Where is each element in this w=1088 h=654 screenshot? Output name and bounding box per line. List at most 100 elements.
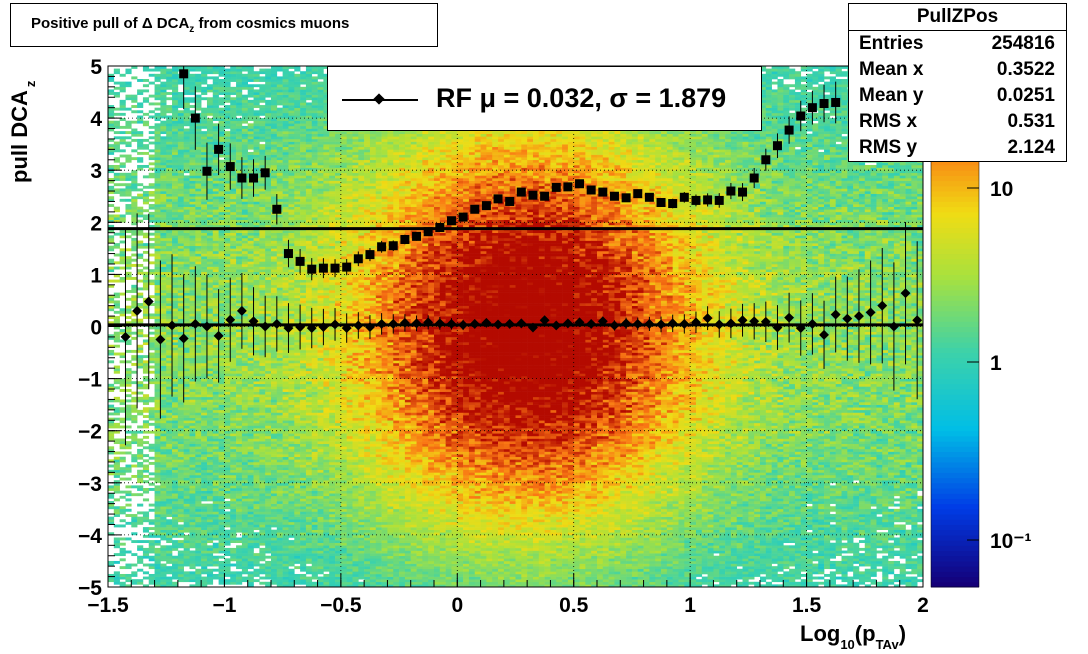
heatmap-cell	[259, 352, 266, 356]
heatmap-cell	[271, 482, 278, 486]
heatmap-cell	[172, 365, 179, 369]
heatmap-cell	[224, 84, 231, 88]
heatmap-cell	[166, 407, 173, 411]
heatmap-cell	[259, 339, 266, 343]
heatmap-cell	[276, 352, 283, 356]
heatmap-cell	[119, 446, 126, 450]
heatmap-cell	[241, 198, 249, 202]
heatmap-cell	[259, 310, 266, 314]
heatmap-cell	[119, 581, 126, 585]
heatmap-cell	[276, 360, 283, 364]
heatmap-cell	[230, 490, 237, 494]
heatmap-cell	[119, 81, 126, 85]
heatmap-cell	[183, 404, 190, 408]
heatmap-cell	[201, 451, 208, 455]
heatmap-cell	[137, 118, 144, 121]
heatmap-cell	[236, 81, 243, 85]
heatmap-cell	[276, 282, 283, 286]
heatmap-cell	[218, 430, 225, 434]
heatmap-cell	[183, 185, 190, 189]
heatmap-cell	[265, 219, 272, 223]
heatmap-cell	[236, 467, 243, 471]
heatmap-cell	[183, 138, 190, 142]
heatmap-cell	[259, 469, 266, 473]
heatmap-cell	[224, 300, 231, 304]
heatmap-cell	[271, 454, 278, 458]
heatmap-cell	[154, 178, 161, 181]
heatmap-cell	[166, 164, 173, 168]
heatmap-cell	[218, 579, 225, 583]
heatmap-cell	[108, 79, 115, 82]
heatmap-cell	[230, 66, 237, 69]
heatmap-cell	[131, 206, 138, 210]
heatmap-cell	[218, 178, 225, 181]
heatmap-cell	[195, 537, 202, 541]
heatmap-cell	[230, 123, 237, 127]
heatmap-cell	[253, 138, 260, 142]
heatmap-cell	[131, 128, 138, 132]
heatmap-cell	[148, 355, 155, 359]
heatmap-cell	[253, 183, 260, 187]
heatmap-cell	[247, 480, 254, 484]
heatmap-cell	[160, 508, 167, 512]
heatmap-cell	[241, 209, 249, 213]
heatmap-cell	[241, 542, 249, 546]
heatmap-cell	[160, 451, 167, 455]
heatmap-cell	[183, 407, 190, 411]
heatmap-cell	[206, 180, 214, 184]
heatmap-cell	[253, 73, 260, 77]
heatmap-cell	[259, 357, 266, 361]
heatmap-cell	[224, 540, 231, 544]
heatmap-cell	[166, 391, 173, 395]
heatmap-cell	[218, 274, 225, 278]
heatmap-cell	[247, 545, 254, 549]
heatmap-cell	[241, 282, 249, 286]
heatmap-cell	[253, 136, 260, 140]
heatmap-cell	[183, 214, 190, 218]
heatmap-cell	[212, 284, 219, 288]
heatmap-cell	[236, 214, 243, 218]
heatmap-cell	[212, 480, 219, 484]
heatmap-cell	[265, 235, 272, 239]
heatmap-cell	[265, 560, 272, 564]
heatmap-cell	[154, 352, 161, 356]
heatmap-cell	[271, 79, 278, 82]
heatmap-cell	[166, 237, 173, 241]
heatmap-cell	[259, 110, 266, 114]
heatmap-cell	[148, 81, 155, 85]
heatmap-cell	[195, 386, 202, 390]
heatmap-cell	[172, 193, 179, 197]
heatmap-cell	[247, 477, 254, 481]
heatmap-cell	[276, 407, 283, 411]
heatmap-cell	[160, 167, 167, 171]
heatmap-cell	[218, 292, 225, 296]
heatmap-cell	[177, 188, 184, 192]
heatmap-cell	[224, 118, 231, 121]
heatmap-cell	[230, 154, 237, 158]
heatmap-cell	[166, 86, 173, 90]
heatmap-cell	[195, 550, 202, 554]
heatmap-cell	[183, 175, 190, 179]
heatmap-cell	[148, 136, 155, 140]
heatmap-cell	[177, 389, 184, 392]
heatmap-cell	[271, 370, 278, 374]
heatmap-cell	[119, 125, 126, 129]
heatmap-cell	[265, 282, 272, 286]
heatmap-cell	[206, 282, 214, 286]
heatmap-cell	[241, 297, 249, 301]
heatmap-cell	[172, 545, 179, 549]
heatmap-cell	[271, 501, 278, 504]
heatmap-cell	[113, 92, 120, 95]
heatmap-cell	[113, 485, 120, 489]
heatmap-cell	[195, 266, 202, 270]
heatmap-cell	[160, 318, 167, 322]
heatmap-cell	[137, 383, 144, 387]
heatmap-cell	[195, 527, 202, 530]
heatmap-cell	[212, 110, 219, 114]
heatmap-cell	[125, 435, 132, 439]
heatmap-cell	[276, 402, 283, 405]
heatmap-cell	[247, 204, 254, 207]
heatmap-cell	[125, 321, 132, 325]
heatmap-cell	[183, 282, 190, 286]
heatmap-cell	[160, 305, 167, 309]
